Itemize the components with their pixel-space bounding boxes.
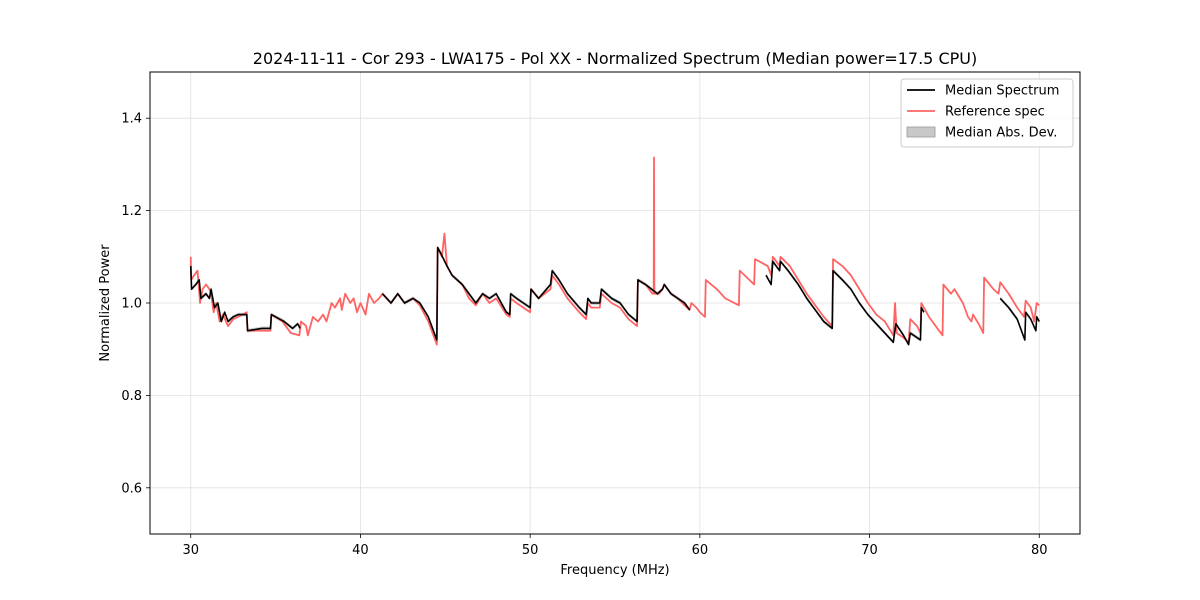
x-tick-label: 40: [352, 543, 369, 558]
y-tick-label: 0.6: [121, 481, 142, 496]
y-axis: 0.6 0.8 1.0 1.2 1.4: [121, 112, 150, 496]
y-tick-label: 1.0: [121, 297, 142, 312]
x-tick-label: 60: [692, 543, 709, 558]
y-tick-label: 1.4: [121, 112, 142, 127]
x-tick-label: 80: [1031, 543, 1048, 558]
median-spectrum-line: [999, 297, 1040, 341]
x-tick-label: 30: [182, 543, 199, 558]
mad-band: [1000, 296, 1040, 342]
chart-title: 2024-11-11 - Cor 293 - LWA175 - Pol XX -…: [253, 49, 977, 68]
legend-box: [900, 78, 1074, 148]
median-series: [189, 246, 1040, 346]
legend-label: Reference spec: [945, 105, 1045, 120]
legend-label: Median Abs. Dev.: [945, 126, 1057, 141]
mad-band: [382, 245, 690, 342]
legend-label: Median Spectrum: [945, 84, 1059, 99]
plot-area: [189, 156, 1040, 347]
x-axis: 30 40 50 60 70 80: [182, 534, 1048, 558]
median-spectrum-line: [381, 246, 691, 341]
legend: Median Spectrum Reference spec Median Abs.…: [900, 78, 1074, 148]
legend-swatch-patch: [906, 126, 936, 138]
y-tick-label: 0.8: [121, 389, 142, 404]
x-tick-label: 70: [861, 543, 878, 558]
x-axis-label: Frequency (MHz): [560, 563, 669, 578]
x-tick-label: 50: [522, 543, 539, 558]
y-axis-label: Normalized Power: [98, 244, 113, 362]
y-tick-label: 1.2: [121, 204, 142, 219]
median-spectrum-line: [765, 260, 925, 346]
median-spectrum-line: [189, 266, 301, 332]
